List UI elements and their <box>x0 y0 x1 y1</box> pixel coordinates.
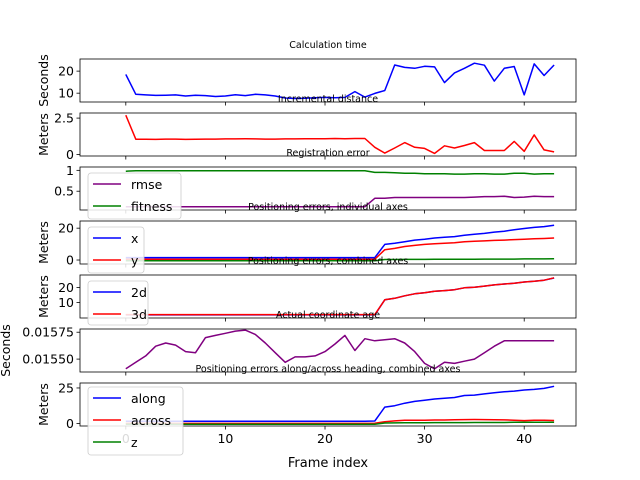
subplot-title: Registration error <box>286 148 369 159</box>
subplot-title: Incremental distance <box>278 94 378 105</box>
x-tick-label: 30 <box>417 431 433 446</box>
y-axis-label: Seconds <box>36 54 51 107</box>
subplot-title: Actual coordinate age <box>276 310 380 321</box>
y-axis-label: Meters <box>36 113 51 156</box>
legend-label-x: x <box>131 231 138 246</box>
legend-label-y: y <box>131 253 139 268</box>
y-tick-label: 0 <box>66 253 74 268</box>
series-line-y <box>125 237 555 260</box>
subplot-7: Positioning errors along/across heading,… <box>36 364 577 471</box>
series-line-z <box>125 421 555 425</box>
legend-label-along: along <box>131 391 166 406</box>
legend: along across z <box>87 386 184 456</box>
legend-label-2d: 2d <box>131 285 147 300</box>
series-line-series-1 <box>125 62 555 100</box>
series-line-x <box>125 224 555 259</box>
series-line-series-1 <box>125 114 555 155</box>
axes-frame <box>79 274 577 319</box>
legend: rmse fitness <box>87 172 182 220</box>
subplot-1: Calculation time 10 20 Seconds <box>36 40 577 107</box>
subplot-title: Positioning errors, combined axes <box>248 256 409 267</box>
series-line-series-1 <box>125 329 555 370</box>
y-tick-label: 20 <box>58 221 74 236</box>
subplot-title: Positioning errors, individual axes <box>248 202 408 213</box>
x-tick-label: 10 <box>217 431 233 446</box>
x-tick-label: 20 <box>317 431 333 446</box>
y-tick-label: 0 <box>66 147 74 162</box>
legend-label-fitness: fitness <box>131 199 172 214</box>
y-tick-label: 0 <box>66 416 74 431</box>
axes-frame <box>79 220 577 265</box>
x-axis-label: Frame index <box>288 456 369 471</box>
series-line-across <box>125 418 555 425</box>
y-tick-label: 10 <box>58 295 74 310</box>
legend-box <box>87 386 184 456</box>
subplot-3: Registration error 0.5 1 rmse fitness <box>54 148 577 220</box>
axes-frame <box>79 58 577 103</box>
legend: xy <box>87 226 145 274</box>
y-tick-label: 0.01575 <box>22 325 74 340</box>
series-line-rmse <box>125 195 555 208</box>
y-axis-label: Meters <box>36 383 51 426</box>
y-tick-label: 20 <box>58 280 74 295</box>
subplot-6: Actual coordinate age 0.01550 0.01575 Secon… <box>0 310 577 377</box>
y-tick-label: 0.5 <box>54 184 74 199</box>
y-tick-label: 25 <box>58 380 74 395</box>
series-line-series-3 <box>125 257 555 262</box>
subplot-title: Positioning errors along/across heading,… <box>196 364 461 375</box>
y-axis-label: Meters <box>36 275 51 318</box>
series-line-3d <box>125 277 555 316</box>
legend-label-rmse: rmse <box>131 177 163 192</box>
legend-label-z: z <box>131 435 138 450</box>
y-tick-label: 0.01550 <box>22 352 74 367</box>
y-tick-label: 2.5 <box>54 111 74 126</box>
axes-frame <box>79 382 577 427</box>
y-tick-label: 1 <box>66 163 74 178</box>
x-tick-label: 40 <box>516 431 532 446</box>
y-tick-label: 20 <box>58 64 74 79</box>
axes-frame <box>79 328 577 373</box>
legend-label-3d: 3d <box>131 307 147 322</box>
series-line-fitness <box>125 170 555 175</box>
subplot-4: Positioning errors, individual axes 0 20 Me… <box>36 202 577 274</box>
legend-label-across: across <box>131 413 171 428</box>
subplot-title: Calculation time <box>289 40 367 51</box>
series-line-along <box>125 385 555 423</box>
y-axis-label: Seconds <box>0 324 13 377</box>
y-axis-label: Meters <box>36 221 51 264</box>
axes-frame <box>79 166 577 211</box>
y-tick-label: 10 <box>58 86 74 101</box>
axes-frame <box>79 112 577 157</box>
